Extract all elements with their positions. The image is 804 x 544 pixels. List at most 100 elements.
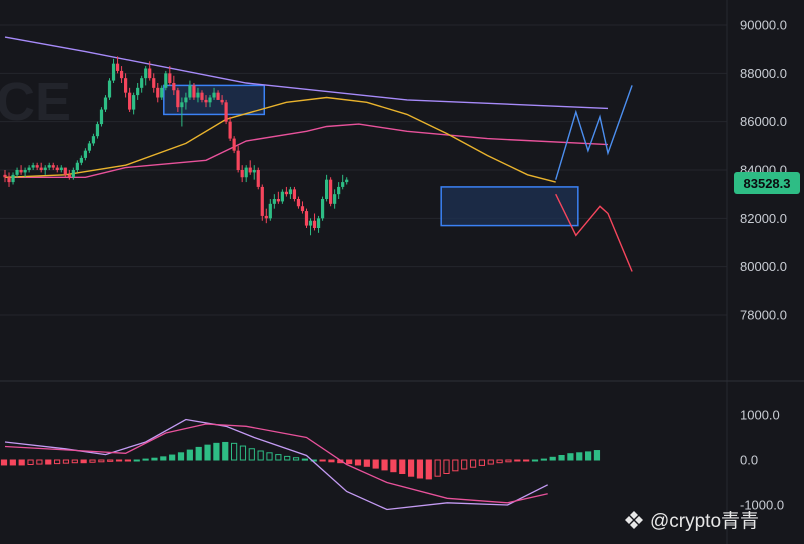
macd-histogram-bar bbox=[195, 446, 202, 461]
macd-histogram-bar bbox=[523, 459, 530, 462]
candle-down bbox=[264, 215, 268, 219]
macd-histogram-bar bbox=[27, 459, 34, 465]
macd-histogram-bar bbox=[36, 459, 43, 465]
candle-down bbox=[51, 165, 55, 168]
ma-long-line bbox=[4, 36, 609, 110]
macd-dif-line bbox=[4, 418, 548, 511]
candle-up bbox=[136, 87, 140, 96]
candle-up bbox=[325, 179, 329, 199]
macd-histogram-bar bbox=[567, 453, 574, 461]
macd-histogram-bar bbox=[204, 444, 211, 461]
price-tick-label: 86000.0 bbox=[740, 114, 787, 129]
candle-up bbox=[196, 92, 200, 98]
candle-down bbox=[19, 170, 23, 173]
candle-down bbox=[276, 199, 280, 202]
macd-histogram-bar bbox=[0, 459, 8, 466]
macd-histogram-bar bbox=[514, 459, 521, 462]
candle-down bbox=[119, 70, 124, 79]
macd-histogram-bar bbox=[239, 445, 247, 461]
macd-tick-label: 1000.0 bbox=[740, 408, 780, 423]
candle-down bbox=[128, 92, 132, 110]
candle-up bbox=[316, 218, 321, 228]
macd-histogram-bar bbox=[222, 441, 229, 461]
macd-histogram-bar bbox=[151, 457, 158, 461]
macd-histogram-bar bbox=[284, 455, 291, 461]
candle-down bbox=[39, 167, 43, 170]
projection-up-line bbox=[555, 85, 633, 180]
candle-down bbox=[312, 220, 317, 228]
candle-up bbox=[252, 170, 256, 173]
candle-down bbox=[152, 78, 156, 88]
consolidation-box bbox=[440, 186, 579, 227]
candle-up bbox=[164, 73, 168, 88]
macd-histogram-bar bbox=[301, 458, 308, 461]
candle-up bbox=[184, 97, 188, 103]
candle-down bbox=[124, 78, 128, 93]
candle-up bbox=[91, 136, 96, 144]
candle-down bbox=[148, 68, 152, 79]
candle-down bbox=[168, 73, 172, 83]
macd-histogram-bar bbox=[319, 459, 326, 462]
candle-down bbox=[172, 83, 176, 91]
macd-histogram-bar bbox=[585, 451, 592, 461]
candle-up bbox=[144, 68, 148, 79]
candle-down bbox=[292, 189, 297, 199]
candle-up bbox=[59, 167, 63, 170]
candle-down bbox=[216, 92, 220, 100]
candle-up bbox=[345, 179, 349, 183]
candle-up bbox=[268, 203, 272, 219]
candle-up bbox=[15, 170, 19, 175]
candle-up bbox=[320, 199, 325, 219]
candle-up bbox=[23, 170, 27, 173]
candle-down bbox=[296, 199, 301, 207]
macd-histogram-bar bbox=[115, 459, 123, 462]
macd-histogram-bar bbox=[558, 455, 565, 461]
macd-histogram-bar bbox=[257, 450, 264, 461]
current-price-tag: 83528.3 bbox=[734, 172, 800, 194]
candle-up bbox=[75, 162, 79, 170]
candle-up bbox=[71, 170, 75, 178]
macd-histogram-bar bbox=[62, 459, 70, 464]
watermark-text: @crypto青青 bbox=[650, 510, 759, 532]
macd-histogram-bar bbox=[487, 459, 494, 465]
macd-histogram-bar bbox=[80, 459, 87, 464]
moving-averages bbox=[4, 36, 609, 183]
price-tag-background bbox=[734, 172, 800, 194]
candle-down bbox=[200, 92, 204, 100]
macd-histogram-bar bbox=[443, 459, 450, 474]
candle-up bbox=[288, 189, 293, 195]
candle-down bbox=[228, 121, 232, 139]
candle-down bbox=[232, 138, 236, 151]
candle-up bbox=[79, 157, 83, 163]
macd-panel bbox=[0, 418, 601, 511]
candle-down bbox=[156, 87, 160, 98]
candle-up bbox=[31, 165, 35, 168]
macd-histogram-bar bbox=[381, 459, 388, 471]
candle-up bbox=[188, 85, 192, 98]
macd-histogram-bar bbox=[292, 457, 300, 461]
candle-up bbox=[111, 63, 116, 81]
candle-up bbox=[43, 167, 47, 170]
macd-histogram-bar bbox=[328, 459, 335, 463]
macd-histogram-bar bbox=[98, 459, 105, 463]
candle-down bbox=[256, 170, 260, 187]
macd-histogram-bar bbox=[452, 459, 459, 472]
candle-down bbox=[260, 186, 264, 216]
candle-up bbox=[107, 80, 112, 98]
candle-down bbox=[7, 177, 11, 183]
candle-up bbox=[87, 143, 92, 151]
macd-histogram-bar bbox=[248, 448, 255, 461]
macd-histogram-bar bbox=[54, 459, 61, 465]
candle-down bbox=[300, 206, 305, 212]
candle-up bbox=[208, 97, 212, 103]
candle-up bbox=[272, 199, 276, 204]
candle-up bbox=[132, 95, 136, 110]
macd-histogram-bar bbox=[142, 458, 149, 461]
projection-down-line bbox=[555, 193, 633, 272]
macd-histogram-bar bbox=[9, 459, 16, 466]
candle-up bbox=[99, 109, 104, 125]
macd-histogram-bar bbox=[576, 452, 583, 461]
candlesticks bbox=[3, 56, 349, 236]
macd-histogram-bar bbox=[469, 459, 477, 468]
